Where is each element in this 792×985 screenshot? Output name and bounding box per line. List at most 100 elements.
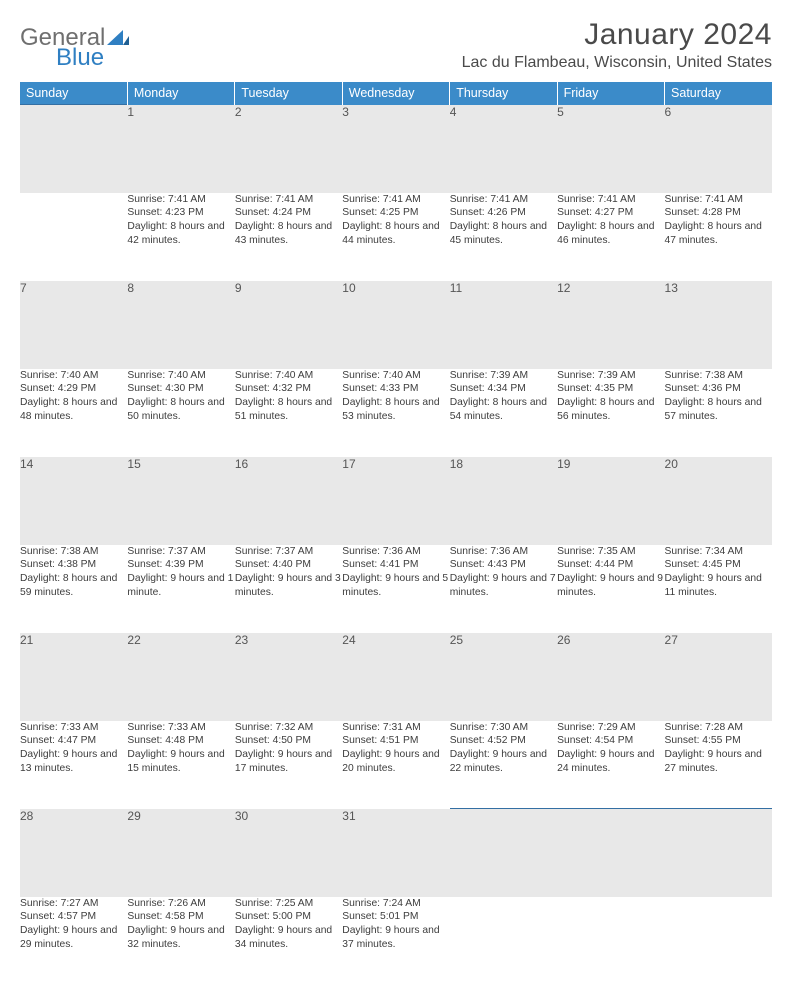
day-number: 17 — [342, 457, 449, 545]
day-cell — [557, 897, 664, 985]
day-number: 26 — [557, 633, 664, 721]
week-daynum-row: 28293031 — [20, 809, 772, 897]
day-number: 2 — [235, 105, 342, 193]
sunrise-text: Sunrise: 7:36 AM — [450, 545, 557, 559]
day-cell: Sunrise: 7:36 AMSunset: 4:41 PMDaylight:… — [342, 545, 449, 633]
day-cell: Sunrise: 7:41 AMSunset: 4:28 PMDaylight:… — [665, 193, 772, 281]
sunset-text: Sunset: 4:32 PM — [235, 382, 342, 396]
sunrise-text: Sunrise: 7:30 AM — [450, 721, 557, 735]
sunset-text: Sunset: 4:51 PM — [342, 734, 449, 748]
day-number: 9 — [235, 281, 342, 369]
sunset-text: Sunset: 4:55 PM — [665, 734, 772, 748]
day-number: 8 — [127, 281, 234, 369]
daylight-text: Daylight: 8 hours and 45 minutes. — [450, 220, 557, 248]
sunrise-text: Sunrise: 7:28 AM — [665, 721, 772, 735]
day-cell: Sunrise: 7:40 AMSunset: 4:33 PMDaylight:… — [342, 369, 449, 457]
daylight-text: Daylight: 9 hours and 5 minutes. — [342, 572, 449, 600]
sunset-text: Sunset: 4:47 PM — [20, 734, 127, 748]
day-cell: Sunrise: 7:31 AMSunset: 4:51 PMDaylight:… — [342, 721, 449, 809]
weekday-header: Tuesday — [235, 82, 342, 105]
sunrise-text: Sunrise: 7:35 AM — [557, 545, 664, 559]
sunset-text: Sunset: 4:58 PM — [127, 910, 234, 924]
daylight-text: Daylight: 9 hours and 13 minutes. — [20, 748, 127, 776]
day-cell: Sunrise: 7:25 AMSunset: 5:00 PMDaylight:… — [235, 897, 342, 985]
day-number: 30 — [235, 809, 342, 897]
sunset-text: Sunset: 4:43 PM — [450, 558, 557, 572]
day-cell: Sunrise: 7:36 AMSunset: 4:43 PMDaylight:… — [450, 545, 557, 633]
sunrise-text: Sunrise: 7:39 AM — [450, 369, 557, 383]
sunset-text: Sunset: 4:48 PM — [127, 734, 234, 748]
sunrise-text: Sunrise: 7:38 AM — [665, 369, 772, 383]
sunrise-text: Sunrise: 7:26 AM — [127, 897, 234, 911]
daylight-text: Daylight: 9 hours and 7 minutes. — [450, 572, 557, 600]
day-cell: Sunrise: 7:29 AMSunset: 4:54 PMDaylight:… — [557, 721, 664, 809]
daylight-text: Daylight: 8 hours and 57 minutes. — [665, 396, 772, 424]
day-number: 22 — [127, 633, 234, 721]
day-cell — [20, 193, 127, 281]
day-number: 6 — [665, 105, 772, 193]
sunrise-text: Sunrise: 7:40 AM — [127, 369, 234, 383]
daylight-text: Daylight: 9 hours and 32 minutes. — [127, 924, 234, 952]
daylight-text: Daylight: 8 hours and 54 minutes. — [450, 396, 557, 424]
sunrise-text: Sunrise: 7:31 AM — [342, 721, 449, 735]
day-number: 1 — [127, 105, 234, 193]
day-number: 11 — [450, 281, 557, 369]
day-cell: Sunrise: 7:37 AMSunset: 4:39 PMDaylight:… — [127, 545, 234, 633]
sunrise-text: Sunrise: 7:34 AM — [665, 545, 772, 559]
sunset-text: Sunset: 4:26 PM — [450, 206, 557, 220]
day-number: 12 — [557, 281, 664, 369]
sunrise-text: Sunrise: 7:41 AM — [127, 193, 234, 207]
daylight-text: Daylight: 8 hours and 43 minutes. — [235, 220, 342, 248]
sunrise-text: Sunrise: 7:40 AM — [20, 369, 127, 383]
weekday-header: Monday — [127, 82, 234, 105]
sunset-text: Sunset: 4:54 PM — [557, 734, 664, 748]
day-number: 5 — [557, 105, 664, 193]
calendar-table: Sunday Monday Tuesday Wednesday Thursday… — [20, 82, 772, 985]
sunset-text: Sunset: 4:45 PM — [665, 558, 772, 572]
weekday-header: Wednesday — [342, 82, 449, 105]
day-number: 7 — [20, 281, 127, 369]
day-cell — [450, 897, 557, 985]
week-daynum-row: 21222324252627 — [20, 633, 772, 721]
week-content-row: Sunrise: 7:27 AMSunset: 4:57 PMDaylight:… — [20, 897, 772, 985]
sunrise-text: Sunrise: 7:37 AM — [127, 545, 234, 559]
weekday-header: Friday — [557, 82, 664, 105]
sunset-text: Sunset: 4:36 PM — [665, 382, 772, 396]
daylight-text: Daylight: 8 hours and 48 minutes. — [20, 396, 127, 424]
header: General January 2024 Lac du Flambeau, Wi… — [20, 18, 772, 78]
sunset-text: Sunset: 4:57 PM — [20, 910, 127, 924]
sunset-text: Sunset: 4:27 PM — [557, 206, 664, 220]
day-cell: Sunrise: 7:40 AMSunset: 4:30 PMDaylight:… — [127, 369, 234, 457]
daylight-text: Daylight: 9 hours and 29 minutes. — [20, 924, 127, 952]
sunset-text: Sunset: 4:50 PM — [235, 734, 342, 748]
daylight-text: Daylight: 8 hours and 42 minutes. — [127, 220, 234, 248]
sunrise-text: Sunrise: 7:39 AM — [557, 369, 664, 383]
week-daynum-row: 123456 — [20, 105, 772, 193]
daylight-text: Daylight: 9 hours and 17 minutes. — [235, 748, 342, 776]
sunset-text: Sunset: 4:41 PM — [342, 558, 449, 572]
sunset-text: Sunset: 4:30 PM — [127, 382, 234, 396]
day-number — [557, 809, 664, 897]
sunrise-text: Sunrise: 7:40 AM — [235, 369, 342, 383]
day-number: 25 — [450, 633, 557, 721]
day-number: 27 — [665, 633, 772, 721]
sunset-text: Sunset: 4:35 PM — [557, 382, 664, 396]
sunset-text: Sunset: 4:25 PM — [342, 206, 449, 220]
daylight-text: Daylight: 9 hours and 15 minutes. — [127, 748, 234, 776]
day-number: 24 — [342, 633, 449, 721]
day-number: 18 — [450, 457, 557, 545]
daylight-text: Daylight: 9 hours and 22 minutes. — [450, 748, 557, 776]
sunrise-text: Sunrise: 7:38 AM — [20, 545, 127, 559]
week-content-row: Sunrise: 7:41 AMSunset: 4:23 PMDaylight:… — [20, 193, 772, 281]
sunrise-text: Sunrise: 7:29 AM — [557, 721, 664, 735]
day-number: 20 — [665, 457, 772, 545]
sunset-text: Sunset: 5:01 PM — [342, 910, 449, 924]
sunrise-text: Sunrise: 7:33 AM — [20, 721, 127, 735]
weekday-header: Thursday — [450, 82, 557, 105]
week-content-row: Sunrise: 7:40 AMSunset: 4:29 PMDaylight:… — [20, 369, 772, 457]
sunset-text: Sunset: 4:23 PM — [127, 206, 234, 220]
daylight-text: Daylight: 9 hours and 37 minutes. — [342, 924, 449, 952]
daylight-text: Daylight: 9 hours and 9 minutes. — [557, 572, 664, 600]
day-cell: Sunrise: 7:26 AMSunset: 4:58 PMDaylight:… — [127, 897, 234, 985]
calendar-page: General January 2024 Lac du Flambeau, Wi… — [0, 0, 792, 985]
